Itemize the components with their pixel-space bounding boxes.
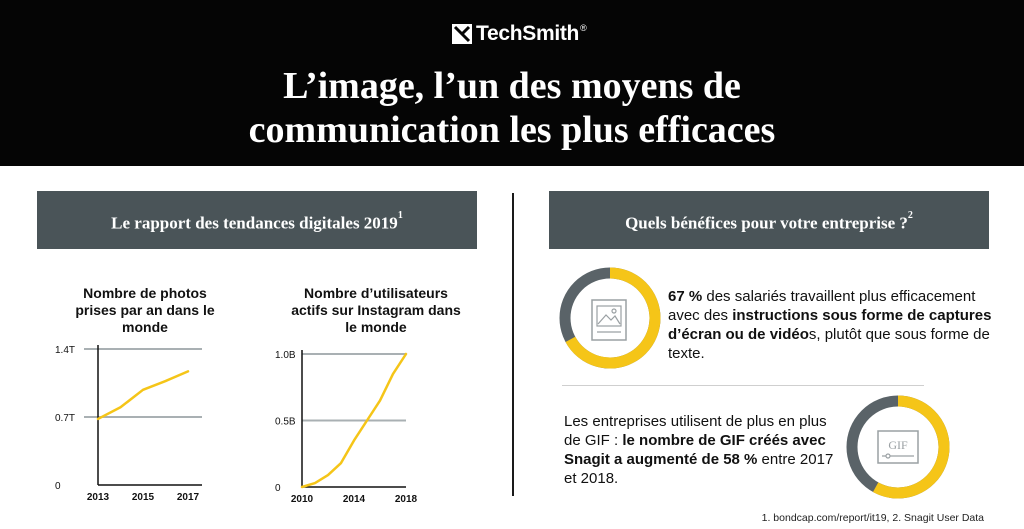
x-tick-label: 2014 [343,494,366,505]
horizontal-separator [562,385,924,386]
stat-gif-text: Les entreprises utilisent de plus en plu… [564,412,834,488]
chart-instagram-title: Nombre d’utilisateurs actifs sur Instagr… [291,285,461,335]
x-tick-label: 2013 [87,492,110,503]
chart-instagram: 0 0.5B 1.0B 2010 2014 2018 [275,350,418,505]
footnote-ref-1: 1 [397,210,403,221]
chart-photos: 0 0.7T 1.4T 2013 2015 2017 [55,345,202,503]
y-tick-label: 1.4T [55,345,75,356]
techsmith-logo: TechSmith ® [452,22,587,46]
image-document-icon [591,299,627,341]
series-line [96,370,190,421]
page-title-line1: L’image, l’un des moyens de [283,65,741,107]
left-panel-title: Le rapport des tendances digitales 20191 [37,191,477,249]
stat2-text-a: Les entreprises utilisent de plus en plu… [564,413,827,449]
donut-58-percent: GIF [846,395,950,499]
y-tick-label: 0.5B [275,417,296,428]
y-tick-label: 0 [55,481,61,492]
footnote-ref-2: 2 [907,210,913,221]
stat1-text-b: s, plutôt que sous forme de texte. [668,326,990,362]
gif-file-icon: GIF [877,430,919,464]
left-panel-title-text: Le rapport des tendances digitales 2019 [111,213,398,233]
y-tick-label: 0.7T [55,413,75,424]
stat1-percent: 67 % [668,288,703,305]
donut-progress-arc [846,395,950,499]
stat2-text-b: entre 2017 et 2018. [564,451,834,487]
y-tick-label: 1.0B [275,350,296,361]
stat1-text-a: des salariés travaillent plus efficaceme… [668,288,976,324]
stat1-highlight: instructions sous forme de captures d’éc… [668,307,992,343]
brand-name: TechSmith [476,22,580,45]
chart-photos-title: Nombre de photos prises par an dans le m… [75,285,215,335]
right-panel-title-text: Quels bénéfices pour votre entreprise ? [625,213,908,233]
x-tick-label: 2015 [132,492,155,503]
stat2-highlight: le nombre de GIF créés avec Snagit a aug… [564,432,826,468]
stat-screenshots-text: 67 % des salariés travaillent plus effic… [668,287,1008,363]
right-panel-title: Quels bénéfices pour votre entreprise ?2 [549,191,989,249]
header-banner: TechSmith ® L’image, l’un des moyens de c… [0,0,1024,166]
gif-icon-label: GIF [888,438,908,452]
page-title-line2: communication les plus efficaces [248,109,776,151]
donut-67-percent [559,267,661,369]
footnote-sources: 1. bondcap.com/report/it19, 2. Snagit Us… [761,512,984,524]
y-tick-label: 0 [275,483,281,494]
x-tick-label: 2017 [177,492,200,503]
techsmith-logo-icon [452,24,472,44]
x-tick-label: 2018 [395,494,418,505]
donut-progress-arc [559,267,661,369]
registered-mark: ® [580,23,587,33]
x-tick-label: 2010 [291,494,314,505]
vertical-divider [512,193,514,496]
